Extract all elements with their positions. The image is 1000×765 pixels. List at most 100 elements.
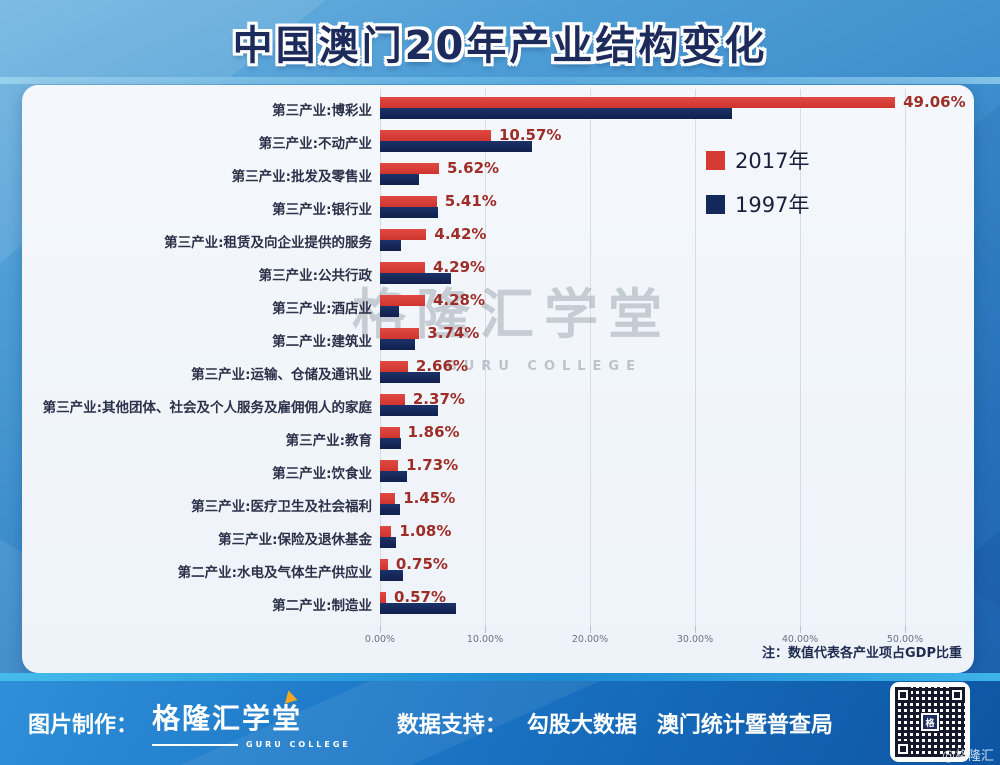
- divider-strip: [0, 673, 1000, 681]
- category-label: 第三产业:博彩业: [272, 102, 372, 119]
- axis-tick-label: 50.00%: [886, 634, 924, 645]
- value-label: 4.29%: [433, 258, 486, 276]
- bar-1997: [380, 108, 732, 119]
- bar-2017: [380, 361, 408, 372]
- chart-rows: 第三产业:博彩业 49.06% 第三产业:不动产业 10.57% 第三产业:批发及零售业…: [22, 92, 974, 620]
- bar-2017: [380, 295, 425, 306]
- data-support-label: 数据支持：: [396, 713, 507, 738]
- gridline: [590, 89, 591, 626]
- category-label: 第二产业:水电及气体生产供应业: [177, 564, 372, 581]
- axis-tick-label: 40.00%: [781, 634, 819, 645]
- value-label: 0.57%: [393, 588, 447, 606]
- bar-1997: [380, 570, 404, 581]
- bar-group: 2.37%: [380, 390, 974, 417]
- qr-center-logo: 格: [921, 713, 939, 731]
- axis-tick-label: 10.00%: [466, 634, 504, 645]
- bar-1997: [380, 141, 533, 152]
- category-label: 第三产业:教育: [285, 432, 372, 449]
- page-title: 中国澳门20年产业结构变化: [232, 23, 768, 69]
- bar-row: 第三产业:不动产业 10.57%: [22, 125, 974, 158]
- category-label: 第三产业:医疗卫生及社会福利: [191, 498, 372, 515]
- qr-pattern: 格: [895, 687, 965, 757]
- value-label: 49.06%: [903, 93, 966, 111]
- bar-group: 3.74%: [380, 324, 974, 351]
- axis-tick: [485, 626, 486, 633]
- bar-group: 2.66%: [380, 357, 974, 384]
- bar-group: 5.62%: [380, 159, 974, 186]
- category-label: 第三产业:租赁及向企业提供的服务: [164, 234, 372, 251]
- qr-code: 格: [890, 682, 970, 762]
- bar-1997: [380, 537, 396, 548]
- value-label: 2.66%: [415, 357, 468, 375]
- bar-group: 1.86%: [380, 423, 974, 450]
- bar-1997: [380, 372, 440, 383]
- logo-subrow: GURU COLLEGE: [152, 740, 351, 749]
- category-label: 第三产业:其他团体、社会及个人服务及雇佣佣人的家庭: [42, 399, 372, 416]
- bar-2017: [380, 559, 388, 570]
- watermark-handle: @格隆汇: [941, 749, 994, 764]
- legend-item-1997: 1997年: [706, 189, 809, 219]
- value-label: 2.37%: [412, 390, 465, 408]
- bar-1997: [380, 339, 415, 350]
- axis-tick-label: 30.00%: [676, 634, 714, 645]
- value-label: 1.86%: [407, 423, 460, 441]
- qr-finder-icon: [895, 687, 911, 703]
- value-label: 1.45%: [403, 489, 456, 507]
- category-label: 第三产业:酒店业: [272, 300, 372, 317]
- value-label: 1.08%: [399, 522, 452, 540]
- axis-tick: [590, 626, 591, 633]
- chart-panel: 格隆汇学堂 GURU COLLEGE 第三产业:博彩业 49.06% 第三产业:不动…: [22, 85, 974, 673]
- bar-group: 10.57%: [380, 126, 974, 153]
- legend-label-1997: 1997年: [735, 193, 810, 217]
- bar-row: 第三产业:银行业 5.41%: [22, 191, 974, 224]
- value-label: 10.57%: [498, 126, 562, 144]
- bar-group: 4.28%: [380, 291, 974, 318]
- bar-2017: [380, 592, 386, 603]
- axis-tick: [800, 626, 801, 633]
- bar-row: 第三产业:租赁及向企业提供的服务 4.42%: [22, 224, 974, 257]
- legend-swatch-2017: [706, 150, 725, 170]
- bar-2017: [380, 163, 439, 174]
- header-divider: [0, 77, 1000, 84]
- axis-tick: [695, 626, 696, 633]
- logo-text: 格隆汇学堂: [152, 690, 351, 737]
- category-label: 第三产业:银行业: [272, 201, 372, 218]
- gridline: [485, 89, 486, 626]
- bar-2017: [380, 460, 399, 471]
- category-label: 第三产业:饮食业: [272, 465, 372, 482]
- bar-1997: [380, 471, 408, 482]
- bar-group: 1.08%: [380, 522, 974, 549]
- legend-item-2017: 2017年: [706, 145, 809, 175]
- bar-row: 第二产业:制造业 0.57%: [22, 587, 974, 620]
- category-label: 第三产业:公共行政: [258, 267, 372, 284]
- bar-1997: [380, 405, 438, 416]
- bar-1997: [380, 603, 456, 614]
- bar-2017: [380, 229, 427, 240]
- category-label: 第二产业:建筑业: [272, 333, 372, 350]
- chart-legend: 2017年 1997年: [706, 145, 809, 233]
- bar-group: 1.73%: [380, 456, 974, 483]
- bar-2017: [380, 328, 420, 339]
- bar-group: 4.29%: [380, 258, 974, 285]
- value-label: 4.42%: [434, 225, 487, 243]
- axis-tick: [905, 626, 906, 633]
- value-label: 0.75%: [395, 555, 448, 573]
- bar-1997: [380, 207, 438, 218]
- value-label: 1.73%: [406, 456, 459, 474]
- value-label: 3.74%: [427, 324, 480, 342]
- bar-row: 第三产业:运输、仓储及通讯业 2.66%: [22, 356, 974, 389]
- data-support-item: 勾股大数据: [526, 713, 637, 738]
- bar-group: 49.06%: [380, 93, 974, 120]
- data-support-item: 澳门统计暨普查局: [656, 713, 833, 738]
- footer-content: 图片制作： 格隆汇学堂 GURU COLLEGE 数据支持： 勾股大数据 澳门统…: [0, 681, 1000, 765]
- bar-2017: [380, 394, 405, 405]
- bar-row: 第三产业:博彩业 49.06%: [22, 92, 974, 125]
- bar-row: 第三产业:批发及零售业 5.62%: [22, 158, 974, 191]
- chart-gridlines: [22, 89, 974, 633]
- bar-group: 1.45%: [380, 489, 974, 516]
- bar-row: 第三产业:其他团体、社会及个人服务及雇佣佣人的家庭 2.37%: [22, 389, 974, 422]
- logo-text-main: 格隆汇学堂: [152, 702, 303, 735]
- axis-tick-label: 20.00%: [571, 634, 609, 645]
- logo-subtext: GURU COLLEGE: [246, 740, 351, 749]
